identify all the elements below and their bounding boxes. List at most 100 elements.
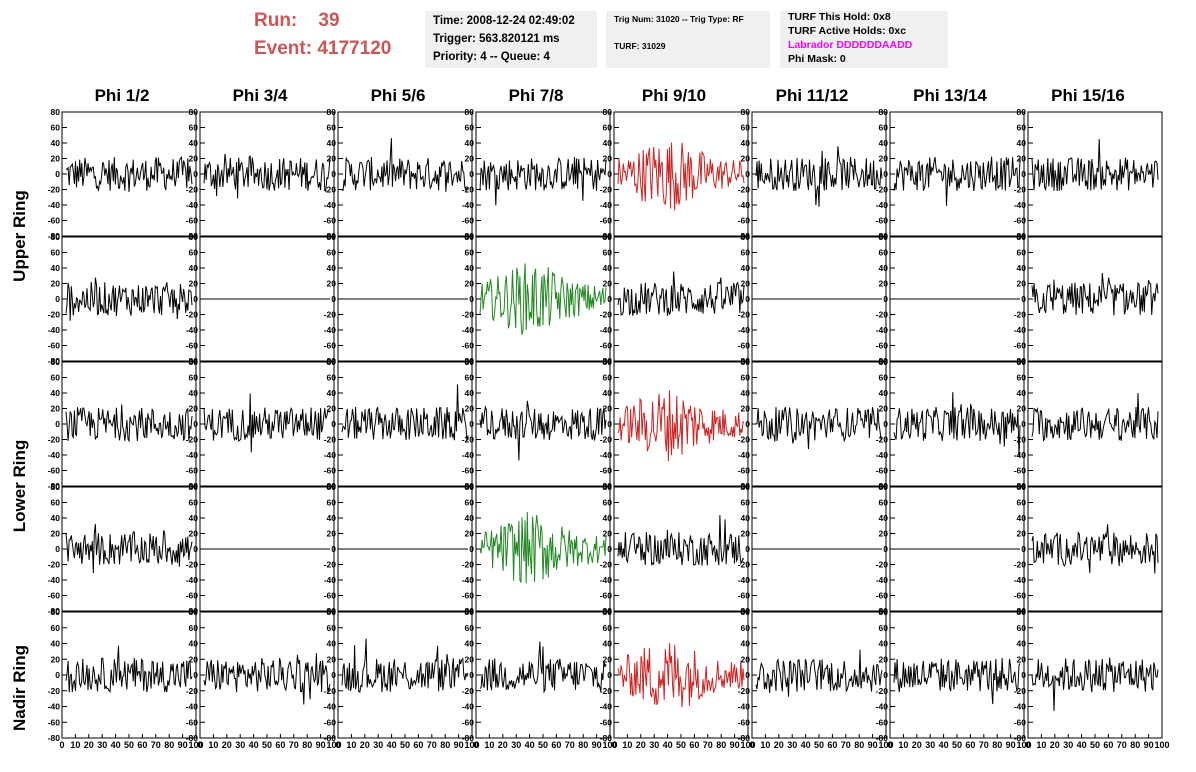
y-tick-label: 40 <box>1017 639 1027 649</box>
y-tick-label: 20 <box>879 154 889 164</box>
y-tick-label: 40 <box>879 263 889 273</box>
y-tick-label: 40 <box>189 513 199 523</box>
y-tick-label: 20 <box>465 529 475 539</box>
y-tick-label: 0 <box>469 294 474 304</box>
x-tick-label: 90 <box>868 740 878 750</box>
y-tick-label: 0 <box>745 544 750 554</box>
waveform-trace <box>1031 393 1159 442</box>
waveform-trace <box>617 514 745 566</box>
y-tick-label: -40 <box>600 200 613 210</box>
y-tick-label: 20 <box>51 404 61 414</box>
y-tick-label: 40 <box>603 639 613 649</box>
y-tick-label: 60 <box>879 123 889 133</box>
y-tick-label: -60 <box>186 717 199 727</box>
y-tick-label: -20 <box>1014 185 1027 195</box>
y-tick-label: -80 <box>462 356 475 366</box>
y-tick-label: 40 <box>879 388 889 398</box>
y-tick-label: -40 <box>600 325 613 335</box>
x-tick-label: 70 <box>427 740 437 750</box>
y-tick-label: 60 <box>51 623 61 633</box>
y-tick-label: 20 <box>741 279 751 289</box>
y-tick-label: -80 <box>600 606 613 616</box>
y-tick-label: 80 <box>465 482 475 492</box>
y-tick-label: -60 <box>876 717 889 727</box>
x-tick-label: 20 <box>774 740 784 750</box>
y-tick-label: 20 <box>603 654 613 664</box>
x-tick-label: 60 <box>137 740 147 750</box>
y-tick-label: -40 <box>738 325 751 335</box>
y-tick-label: 80 <box>603 357 613 367</box>
y-tick-label: 60 <box>1017 498 1027 508</box>
y-tick-label: 60 <box>1017 248 1027 258</box>
y-tick-label: -60 <box>876 216 889 226</box>
waveform-trace <box>203 153 331 199</box>
waveform-trace <box>341 384 469 441</box>
x-tick-label: 0 <box>335 740 340 750</box>
y-tick-label: 60 <box>465 248 475 258</box>
y-tick-label: 0 <box>883 294 888 304</box>
x-tick-label: 20 <box>636 740 646 750</box>
y-tick-label: 60 <box>879 248 889 258</box>
y-tick-label: 80 <box>603 107 613 117</box>
column-header-phi-5-6: Phi 5/6 <box>370 86 426 105</box>
y-tick-label: 40 <box>879 513 889 523</box>
y-tick-label: 0 <box>469 670 474 680</box>
x-tick-label: 70 <box>703 740 713 750</box>
waveform-trace <box>755 649 883 697</box>
y-tick-label: -20 <box>186 686 199 696</box>
x-tick-label: 0 <box>611 740 616 750</box>
panel-frame <box>475 611 611 739</box>
panel-frame <box>1027 486 1163 612</box>
y-tick-label: -40 <box>462 702 475 712</box>
x-tick-label: 60 <box>827 740 837 750</box>
x-tick-label: 90 <box>1006 740 1016 750</box>
y-tick-label: 40 <box>741 513 751 523</box>
y-tick-label: -20 <box>1014 435 1027 445</box>
y-tick-label: 80 <box>1017 482 1027 492</box>
x-tick-label: 70 <box>565 740 575 750</box>
y-tick-label: -60 <box>324 591 337 601</box>
y-tick-label: -60 <box>738 591 751 601</box>
y-tick-label: -80 <box>48 231 61 241</box>
priority-text: Priority: 4 -- Queue: 4 <box>433 51 550 63</box>
y-tick-label: 80 <box>465 232 475 242</box>
y-tick-label: 60 <box>1017 623 1027 633</box>
y-tick-label: 20 <box>741 154 751 164</box>
y-tick-label: -80 <box>600 481 613 491</box>
y-tick-label: 80 <box>465 607 475 617</box>
y-tick-label: -80 <box>48 481 61 491</box>
x-tick-label: 100 <box>602 740 617 750</box>
y-tick-label: -80 <box>1014 356 1027 366</box>
panel-frame <box>199 611 335 739</box>
y-tick-label: 0 <box>607 294 612 304</box>
y-tick-label: 80 <box>189 232 199 242</box>
y-tick-label: 80 <box>51 607 61 617</box>
y-tick-label: 80 <box>189 357 199 367</box>
y-tick-label: -20 <box>324 560 337 570</box>
column-header-phi-3-4: Phi 3/4 <box>232 86 288 105</box>
y-tick-label: 80 <box>741 607 751 617</box>
y-tick-label: -40 <box>324 575 337 585</box>
y-tick-label: 0 <box>55 294 60 304</box>
x-tick-label: 10 <box>622 740 632 750</box>
y-tick-label: 0 <box>331 670 336 680</box>
panel-frame <box>61 486 197 612</box>
x-tick-label: 50 <box>538 740 548 750</box>
y-tick-label: -20 <box>48 310 61 320</box>
y-tick-label: -80 <box>1014 733 1027 743</box>
y-tick-label: -20 <box>738 686 751 696</box>
y-tick-label: -40 <box>462 200 475 210</box>
y-tick-label: 60 <box>603 123 613 133</box>
y-tick-label: 40 <box>879 138 889 148</box>
trigger-text: Trigger: 563.820121 ms <box>433 33 560 45</box>
y-tick-label: 20 <box>465 279 475 289</box>
y-tick-label: -60 <box>48 466 61 476</box>
turf-active-holds-text: TURF Active Holds: 0xc <box>788 25 907 37</box>
y-tick-label: 80 <box>741 357 751 367</box>
y-tick-label: 60 <box>465 123 475 133</box>
y-tick-label: 20 <box>603 154 613 164</box>
y-tick-label: -80 <box>738 733 751 743</box>
y-tick-label: 20 <box>1017 529 1027 539</box>
x-tick-label: 100 <box>464 740 479 750</box>
y-tick-label: -40 <box>600 450 613 460</box>
